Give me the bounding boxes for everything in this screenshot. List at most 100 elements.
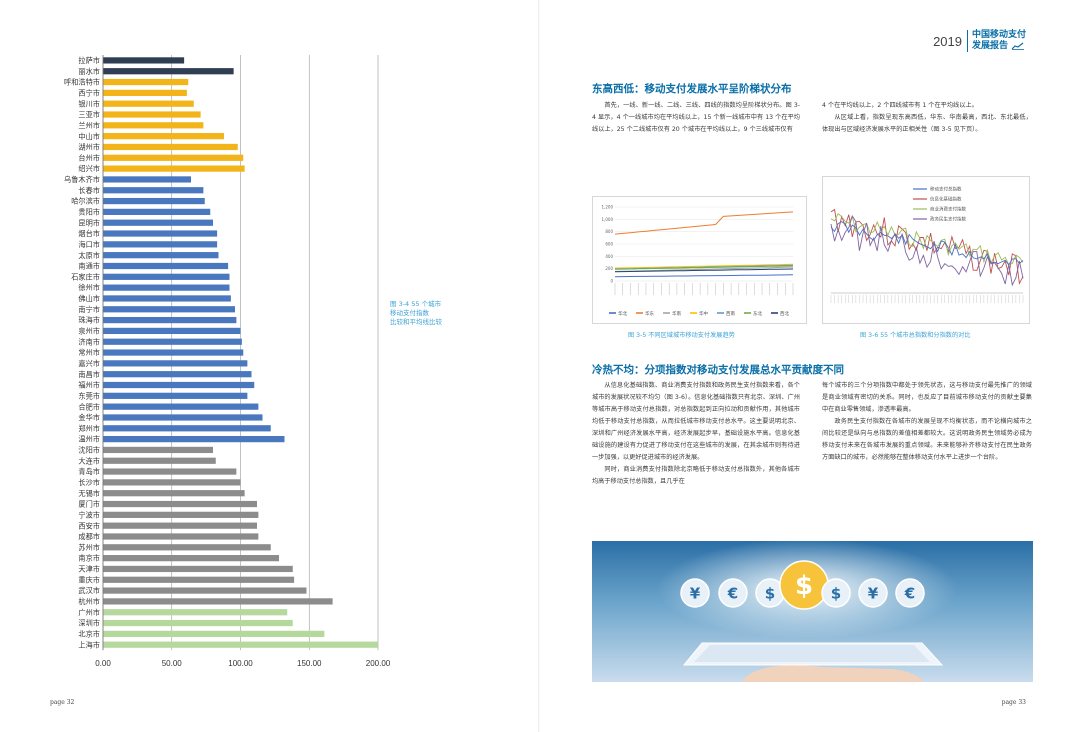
hand — [742, 665, 924, 682]
y-tick-label: 1,200 — [602, 205, 614, 210]
city-label: 海口市 — [78, 240, 100, 249]
figure-3-6-caption: 图 3-6 55 个城市总指数和分指数的对比 — [860, 332, 971, 339]
header-divider — [966, 30, 968, 52]
legend-label: 信息化基础指数 — [930, 196, 962, 203]
regional-trend-line-chart: 1,200 1,000 800 600 400 200 0 华北 华东 华南 华中 西南 东北 西北 — [602, 205, 794, 317]
city-label: 兰州市 — [78, 121, 100, 130]
paragraph: 4 个在平均线以上，2 个四线城市有 1 个在平均线以上。 — [822, 102, 978, 109]
bar — [103, 208, 211, 215]
y-tick-label: 400 — [605, 254, 613, 259]
series-line — [830, 221, 1024, 266]
left-page: 0.00 50.00 100.00 150.00 200.00 拉萨市 丽水市 呼和浩特市 西宁… — [50, 55, 442, 706]
bar — [103, 479, 241, 486]
figure-3-5-caption: 图 3-5 不同区域城市移动支付发展趋势 — [628, 332, 735, 339]
currency-symbol: € — [727, 585, 738, 603]
city-label: 乌鲁木齐市 — [64, 175, 100, 184]
city-label: 南通市 — [78, 262, 100, 271]
section2-column2: 每个城市的三个分项指数中都处于领先状态，这与移动支付最先推广的领域是商业领域有密… — [822, 380, 1032, 464]
bar — [103, 533, 259, 540]
city-label: 宁波市 — [78, 510, 100, 519]
city-label: 苏州市 — [78, 543, 100, 552]
city-label: 郑州市 — [78, 424, 100, 433]
paragraph: 政务民生支付指数在各城市的发展呈现不均衡状态，而不论横向城市之间比较还是纵向与总… — [822, 418, 1032, 461]
city-label: 温州市 — [78, 435, 100, 444]
city-label: 烟台市 — [78, 229, 100, 238]
currency-coin — [821, 578, 851, 608]
city-label: 金华市 — [78, 413, 100, 422]
bar — [103, 176, 191, 183]
tablet-screen — [694, 645, 930, 662]
bar — [103, 100, 194, 107]
bar — [103, 111, 201, 118]
bar — [103, 338, 242, 345]
currency-symbol: € — [904, 585, 915, 603]
header-year: 2019 — [933, 33, 962, 49]
city-label: 成都市 — [78, 532, 100, 541]
legend-label: 华北 — [618, 310, 627, 317]
bar — [103, 187, 204, 194]
bar — [103, 403, 259, 410]
y-tick-label: 600 — [605, 242, 613, 247]
city-label: 嘉兴市 — [78, 359, 100, 368]
series-line — [830, 208, 1024, 285]
city-label: 湖州市 — [78, 143, 100, 152]
series-line — [614, 268, 794, 273]
bar — [103, 565, 293, 573]
bar — [103, 381, 255, 389]
currency-symbol: $ — [765, 585, 775, 603]
legend-label: 商业消费支付指数 — [930, 206, 966, 213]
section1-column2: 4 个在平均线以上，2 个四线城市有 1 个在平均线以上。 从区域上看，指数呈现… — [822, 100, 1032, 136]
bar — [103, 165, 245, 172]
paragraph: 同时，商业消费支付指数除北京略低于移动支付总指数外，其他各城市均高于移动支付总指… — [592, 466, 800, 485]
city-label: 天津市 — [78, 565, 100, 574]
section1-title: 东高西低：移动支付发展水平呈阶梯状分布 — [592, 83, 792, 95]
page-number-right: page 33 — [1001, 699, 1026, 706]
currency-coin — [718, 578, 748, 608]
bar — [103, 262, 229, 270]
city-label: 东莞市 — [78, 391, 100, 400]
bar — [103, 68, 234, 75]
bar — [103, 436, 285, 443]
bar — [103, 273, 230, 280]
legend-label: 东北 — [753, 310, 762, 317]
bar — [103, 576, 295, 583]
currency-symbol: ¥ — [868, 585, 879, 603]
tablet-currency-illustration: ¥ € $ $ $ ¥ € — [657, 541, 957, 682]
bar — [103, 500, 257, 508]
city-label: 济南市 — [78, 337, 100, 346]
city-label: 南京市 — [78, 554, 100, 563]
city-label: 大连市 — [78, 456, 100, 465]
city-label: 银川市 — [78, 99, 100, 108]
bar — [103, 316, 237, 324]
report-header: 2019 中国移动支付 发展报告 — [933, 30, 1026, 52]
bar — [103, 122, 204, 129]
bar — [103, 284, 230, 291]
bar — [103, 392, 248, 399]
series-line — [830, 215, 1024, 287]
currency-symbol: ¥ — [690, 585, 701, 603]
x-tick-label: 150.00 — [297, 659, 322, 668]
section2-title: 冷热不均：分项指数对移动支付发展总水平贡献度不同 — [592, 364, 844, 376]
x-tick-label: 0.00 — [95, 659, 111, 668]
bar — [103, 457, 216, 464]
paragraph: 从信息化基础指数、商业消费支付指数和政务民生支付指数来看，各个城市的发展状况较不… — [592, 382, 800, 461]
city-label: 中山市 — [78, 132, 100, 141]
city-label: 呼和浩特市 — [64, 78, 100, 87]
currency-coin — [858, 578, 888, 608]
city-label: 西宁市 — [78, 88, 100, 97]
caption-line: 比较和平均线比较 — [390, 318, 442, 326]
city-label: 丽水市 — [78, 67, 100, 76]
paragraph: 每个城市的三个分项指数中都处于领先状态，这与移动支付最先推广的领域是商业领域有密… — [822, 382, 1032, 413]
city-label: 厦门市 — [78, 500, 100, 509]
bar — [103, 446, 213, 454]
city-label: 广州市 — [78, 608, 100, 617]
bar — [103, 630, 325, 637]
city-label: 南昌市 — [78, 370, 100, 379]
legend-label: 西南 — [726, 310, 735, 317]
bar — [103, 619, 293, 627]
caption-line: 图 3-4 55 个城市 — [390, 300, 442, 308]
section2-column1: 从信息化基础指数、商业消费支付指数和政务民生支付指数来看，各个城市的发展状况较不… — [592, 380, 800, 488]
bar — [103, 230, 218, 237]
bar — [103, 57, 185, 64]
bar — [103, 371, 252, 378]
